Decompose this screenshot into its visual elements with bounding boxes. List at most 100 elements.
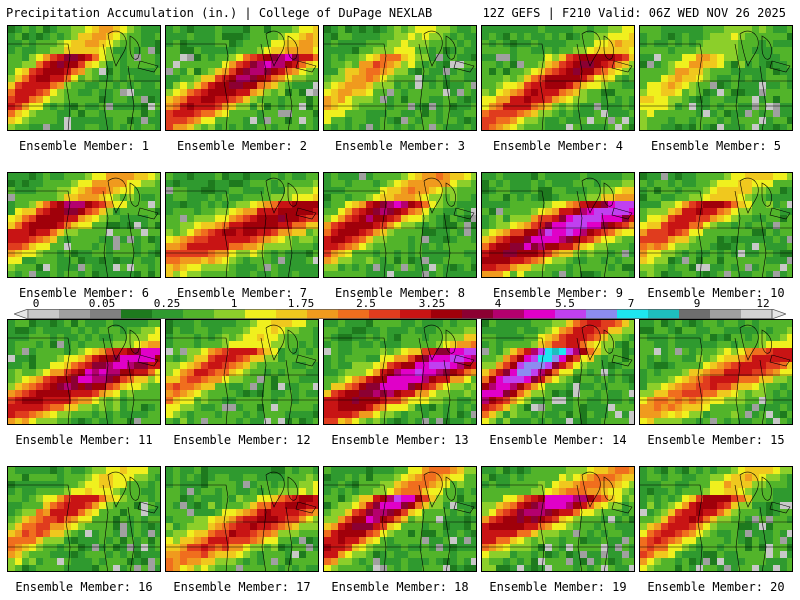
ensemble-member-label: Ensemble Member: 2: [176, 139, 308, 153]
ensemble-member-label: Ensemble Member: 17: [173, 580, 311, 594]
map-title: Precipitation Accumulation (in.) | Colle…: [6, 6, 433, 20]
ensemble-map-panel: [323, 172, 477, 278]
colorbar-swatch: [152, 309, 184, 319]
colorbar-tick-label: 5.5: [555, 297, 575, 310]
ensemble-member-label: Ensemble Member: 7: [176, 286, 308, 300]
colorbar-tick-label: 1: [230, 297, 238, 310]
colorbar-swatch: [648, 309, 680, 319]
colorbar-swatch: [214, 309, 246, 319]
precip-field: [166, 320, 318, 424]
ensemble-map-panel: [165, 319, 319, 425]
state-boundaries: [640, 324, 792, 424]
colorbar-swatch: [338, 309, 370, 319]
ensemble-member-label: Ensemble Member: 13: [331, 433, 469, 447]
state-boundaries: [640, 30, 792, 130]
state-boundaries: [640, 471, 792, 571]
state-boundaries: [8, 471, 160, 571]
state-boundaries: [324, 471, 476, 571]
ensemble-member-label: Ensemble Member: 6: [18, 286, 150, 300]
ensemble-map-panel: [7, 466, 161, 572]
precip-field: [166, 173, 318, 277]
ensemble-member-label: Ensemble Member: 8: [334, 286, 466, 300]
precip-field: [640, 320, 792, 424]
state-boundaries: [324, 324, 476, 424]
ensemble-map-panel: [481, 25, 635, 131]
ensemble-member-label: Ensemble Member: 14: [489, 433, 627, 447]
ensemble-map-panel: [323, 319, 477, 425]
precip-field: [482, 467, 634, 571]
ensemble-member-label: Ensemble Member: 11: [15, 433, 153, 447]
ensemble-map-panel: [165, 466, 319, 572]
ensemble-member-label: Ensemble Member: 15: [647, 433, 785, 447]
run-valid-time: 12Z GEFS | F210 Valid: 06Z WED NOV 26 20…: [482, 6, 786, 20]
ensemble-map-panel: [323, 466, 477, 572]
ensemble-member-label: Ensemble Member: 3: [334, 139, 466, 153]
precip-field: [482, 320, 634, 424]
state-boundaries: [482, 177, 634, 277]
precip-field: [8, 26, 160, 130]
ensemble-member-label: Ensemble Member: 18: [331, 580, 469, 594]
ensemble-map-panel: [639, 319, 793, 425]
colorbar: [14, 309, 786, 319]
ensemble-member-label: Ensemble Member: 12: [173, 433, 311, 447]
state-boundaries: [482, 30, 634, 130]
colorbar-swatch: [183, 309, 215, 319]
ensemble-map-panel: [481, 319, 635, 425]
colorbar-tick-label: 9: [693, 297, 701, 310]
colorbar-right-arrow: [771, 309, 786, 319]
colorbar-swatch: [586, 309, 618, 319]
precip-field: [640, 467, 792, 571]
ensemble-member-label: Ensemble Member: 16: [15, 580, 153, 594]
ensemble-map-panel: [7, 319, 161, 425]
state-boundaries: [166, 324, 318, 424]
colorbar-swatch: [28, 309, 60, 319]
ensemble-map-panel: [165, 172, 319, 278]
precip-field: [482, 26, 634, 130]
colorbar-left-arrow: [14, 309, 29, 319]
precip-field: [8, 467, 160, 571]
colorbar-tick-label: 7: [627, 297, 635, 310]
colorbar-swatch: [679, 309, 711, 319]
ensemble-map-panel: [639, 25, 793, 131]
state-boundaries: [8, 324, 160, 424]
state-boundaries: [8, 30, 160, 130]
colorbar-tick-label: 4: [494, 297, 502, 310]
colorbar-swatch: [245, 309, 277, 319]
state-boundaries: [482, 471, 634, 571]
ensemble-map-panel: [639, 466, 793, 572]
ensemble-map-panel: [7, 172, 161, 278]
precip-field: [324, 320, 476, 424]
ensemble-member-label: Ensemble Member: 5: [650, 139, 782, 153]
precip-field: [324, 26, 476, 130]
colorbar-tick-label: 1.75: [287, 297, 315, 310]
ensemble-member-label: Ensemble Member: 20: [647, 580, 785, 594]
state-boundaries: [166, 471, 318, 571]
state-boundaries: [324, 177, 476, 277]
precip-field: [640, 26, 792, 130]
colorbar-swatch: [493, 309, 525, 319]
colorbar-swatch: [369, 309, 401, 319]
precip-field: [324, 173, 476, 277]
ensemble-map-panel: [165, 25, 319, 131]
colorbar-swatch: [710, 309, 742, 319]
precip-field: [8, 320, 160, 424]
colorbar-tick-label: 2.5: [356, 297, 376, 310]
colorbar-swatch: [121, 309, 153, 319]
precip-field: [482, 173, 634, 277]
colorbar-tick-label: 0: [32, 297, 40, 310]
ensemble-map-panel: [323, 25, 477, 131]
state-boundaries: [640, 177, 792, 277]
ensemble-member-label: Ensemble Member: 1: [18, 139, 150, 153]
precip-field: [166, 467, 318, 571]
colorbar-tick-label: 3.25: [418, 297, 446, 310]
colorbar-swatch: [59, 309, 91, 319]
colorbar-swatch: [462, 309, 494, 319]
precip-field: [324, 467, 476, 571]
colorbar-swatch: [307, 309, 339, 319]
colorbar-swatch: [90, 309, 122, 319]
ensemble-map-panel: [481, 466, 635, 572]
ensemble-member-label: Ensemble Member: 19: [489, 580, 627, 594]
ensemble-map-panel: [481, 172, 635, 278]
state-boundaries: [166, 30, 318, 130]
colorbar-swatch: [617, 309, 649, 319]
